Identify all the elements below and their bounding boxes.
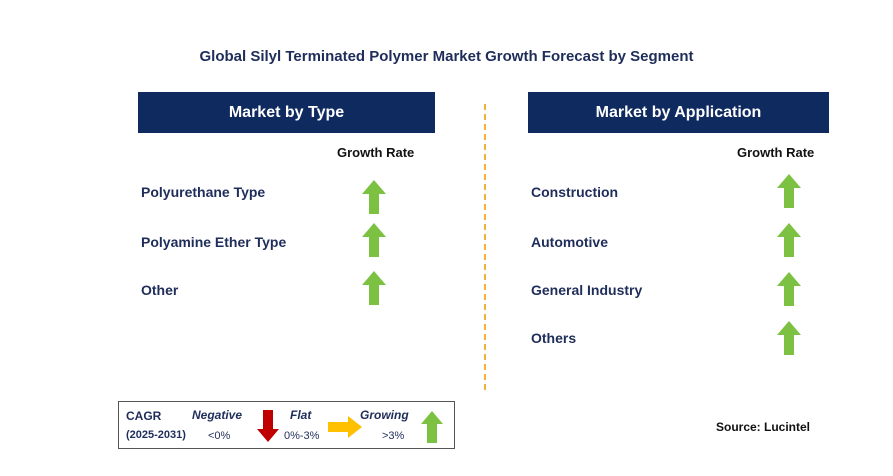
legend-negative-label: Negative	[192, 408, 243, 422]
up-arrow-icon	[362, 271, 386, 305]
legend-cagr-label: CAGR	[126, 409, 162, 423]
application-item-automotive: Automotive	[531, 234, 608, 250]
type-item-polyamine-ether: Polyamine Ether Type	[141, 234, 287, 250]
source-label: Source: Lucintel	[716, 420, 811, 434]
up-arrow-icon	[777, 223, 801, 257]
legend-negative-range: <0%	[208, 430, 231, 442]
legend-flat-range: 0%-3%	[284, 430, 320, 442]
cagr-legend: CAGR (2025-2031) Negative <0% Flat 0%-3%…	[118, 401, 455, 449]
legend-growing-range: >3%	[382, 430, 405, 442]
type-panel-header: Market by Type	[138, 92, 435, 133]
legend-growing-label: Growing	[360, 408, 409, 422]
panel-divider	[484, 104, 486, 390]
up-arrow-icon	[777, 272, 801, 306]
application-item-general-industry: General Industry	[531, 282, 643, 298]
type-growth-rate-label: Growth Rate	[337, 145, 415, 160]
type-item-polyurethane: Polyurethane Type	[141, 184, 266, 200]
up-arrow-icon	[362, 180, 386, 214]
application-panel-header: Market by Application	[528, 92, 829, 133]
right-arrow-icon	[328, 416, 362, 438]
application-growth-rate-label: Growth Rate	[737, 145, 815, 160]
application-item-others: Others	[531, 330, 577, 346]
legend-period: (2025-2031)	[126, 429, 186, 441]
up-arrow-icon	[362, 223, 386, 257]
down-arrow-icon	[257, 410, 279, 442]
up-arrow-icon	[421, 411, 443, 443]
legend-flat-label: Flat	[290, 408, 312, 422]
up-arrow-icon	[777, 174, 801, 208]
application-item-construction: Construction	[531, 184, 619, 200]
chart-title: Global Silyl Terminated Polymer Market G…	[199, 48, 694, 65]
up-arrow-icon	[777, 321, 801, 355]
type-item-other: Other	[141, 282, 179, 298]
